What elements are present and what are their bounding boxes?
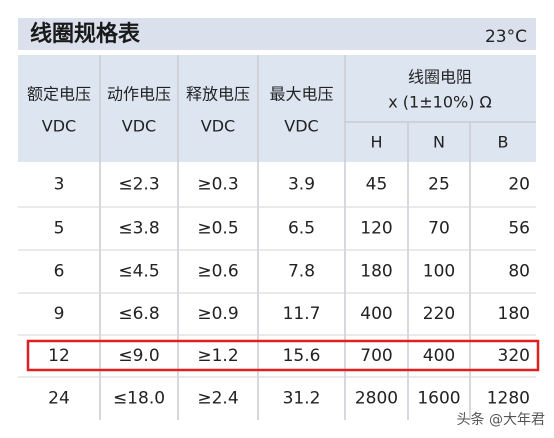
resistance-tolerance: x (1±10%) Ω — [388, 93, 492, 112]
column-unit: VDC — [284, 117, 318, 136]
title-bar — [18, 18, 536, 50]
cell: ≥0.9 — [197, 304, 238, 324]
header-bg — [18, 55, 536, 162]
column-name: 最大电压 — [269, 85, 333, 104]
cell: 400 — [423, 346, 455, 366]
resistance-name: 线圈电阻 — [408, 68, 472, 87]
cell: 400 — [360, 304, 392, 324]
watermark: 头条 @大年君 — [457, 411, 545, 428]
cell: 1600 — [417, 389, 460, 409]
cell: 3.9 — [288, 175, 315, 195]
cell: 70 — [428, 219, 450, 239]
cell: 6.5 — [288, 219, 315, 239]
cell: 15.6 — [283, 346, 321, 366]
cell: 320 — [498, 346, 530, 366]
subcolumn: B — [498, 133, 509, 152]
column-name: 动作电压 — [107, 85, 171, 104]
cell: ≤9.0 — [118, 346, 159, 366]
cell: 11.7 — [283, 304, 321, 324]
cell: ≥0.5 — [197, 219, 238, 239]
cell: 220 — [423, 304, 455, 324]
column-name: 额定电压 — [27, 85, 91, 104]
table-title: 线圈规格表 — [30, 21, 141, 47]
cell: 120 — [360, 219, 392, 239]
cell: ≤6.8 — [118, 304, 159, 324]
cell: ≤2.3 — [118, 175, 159, 195]
cell: 24 — [48, 389, 70, 409]
column-unit: VDC — [122, 117, 156, 136]
cell: 56 — [508, 219, 530, 239]
cell: 80 — [508, 262, 530, 282]
cell: 20 — [508, 175, 530, 195]
cell: 6 — [54, 262, 65, 282]
column-unit: VDC — [201, 117, 235, 136]
subcolumn: H — [370, 133, 382, 152]
cell: 31.2 — [283, 389, 321, 409]
column-unit: VDC — [42, 117, 76, 136]
cell: ≥2.4 — [197, 389, 238, 409]
cell: 180 — [360, 262, 392, 282]
cell: 2800 — [355, 389, 398, 409]
cell: 9 — [54, 304, 65, 324]
subcolumn: N — [433, 133, 445, 152]
temperature: 23°C — [485, 27, 527, 47]
cell: 12 — [48, 346, 70, 366]
cell: 5 — [54, 219, 65, 239]
cell: 700 — [360, 346, 392, 366]
cell: ≤3.8 — [118, 219, 159, 239]
cell: ≥1.2 — [197, 346, 238, 366]
cell: 7.8 — [288, 262, 315, 282]
cell: 1280 — [487, 389, 530, 409]
cell: 180 — [498, 304, 530, 324]
cell: ≤18.0 — [113, 389, 165, 409]
cell: ≥0.3 — [197, 175, 238, 195]
column-name: 释放电压 — [186, 85, 250, 104]
cell: 25 — [428, 175, 450, 195]
cell: 3 — [54, 175, 65, 195]
cell: 100 — [423, 262, 455, 282]
cell: 45 — [366, 175, 388, 195]
cell: ≥0.6 — [197, 262, 238, 282]
cell: ≤4.5 — [118, 262, 159, 282]
highlight — [26, 339, 540, 372]
